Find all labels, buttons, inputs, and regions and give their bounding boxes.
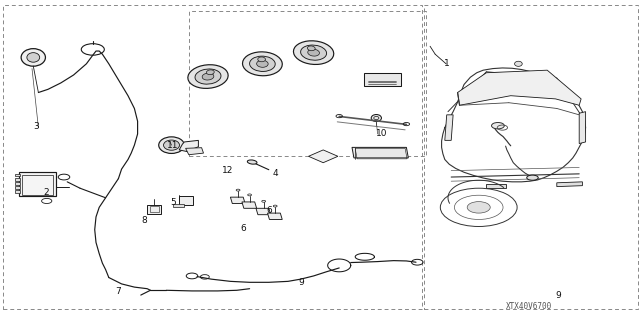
Polygon shape <box>230 197 245 204</box>
Ellipse shape <box>164 140 179 150</box>
Ellipse shape <box>515 61 522 66</box>
Polygon shape <box>268 213 282 219</box>
Ellipse shape <box>257 60 268 67</box>
Bar <box>19 172 56 196</box>
Ellipse shape <box>250 56 275 71</box>
Polygon shape <box>486 184 506 188</box>
Ellipse shape <box>371 115 381 122</box>
Polygon shape <box>579 112 586 144</box>
Bar <box>364 73 401 86</box>
Text: 6: 6 <box>241 224 246 233</box>
Bar <box>15 186 20 189</box>
Polygon shape <box>308 150 338 163</box>
Bar <box>179 196 193 205</box>
Bar <box>3 5 422 309</box>
Text: 4: 4 <box>273 169 278 178</box>
Polygon shape <box>352 147 408 158</box>
Bar <box>22 175 53 195</box>
Bar <box>173 204 184 207</box>
Text: 6: 6 <box>266 206 271 215</box>
Ellipse shape <box>188 65 228 88</box>
Bar <box>15 182 20 185</box>
Ellipse shape <box>207 70 214 75</box>
Polygon shape <box>179 140 198 152</box>
Bar <box>15 174 20 176</box>
Bar <box>189 11 426 156</box>
Text: 2: 2 <box>44 189 49 197</box>
Ellipse shape <box>21 49 45 66</box>
Ellipse shape <box>247 160 257 164</box>
Ellipse shape <box>307 46 315 51</box>
Ellipse shape <box>294 41 333 64</box>
Text: 8: 8 <box>141 216 147 225</box>
Text: XTX40V6700: XTX40V6700 <box>506 302 552 311</box>
Ellipse shape <box>258 57 266 62</box>
Bar <box>150 206 159 212</box>
Text: 3: 3 <box>34 122 39 130</box>
Ellipse shape <box>243 52 282 76</box>
Text: 10: 10 <box>376 130 388 138</box>
Bar <box>147 205 161 214</box>
Ellipse shape <box>492 122 504 129</box>
Ellipse shape <box>27 53 40 62</box>
Bar <box>15 178 20 181</box>
Text: 11: 11 <box>167 141 179 150</box>
Polygon shape <box>458 70 581 105</box>
Polygon shape <box>242 202 257 208</box>
Ellipse shape <box>308 49 319 56</box>
Polygon shape <box>557 182 582 187</box>
Ellipse shape <box>467 202 490 213</box>
Polygon shape <box>186 148 204 155</box>
Text: 9: 9 <box>298 278 303 287</box>
Ellipse shape <box>301 45 326 60</box>
Bar <box>424 5 638 309</box>
Polygon shape <box>445 115 453 140</box>
Text: 7: 7 <box>116 287 121 296</box>
Text: 5: 5 <box>170 198 175 207</box>
Ellipse shape <box>159 137 184 153</box>
Ellipse shape <box>527 175 538 180</box>
Text: 9: 9 <box>556 291 561 300</box>
Polygon shape <box>256 208 271 215</box>
Text: 12: 12 <box>221 166 233 175</box>
Text: 1: 1 <box>444 59 449 68</box>
Ellipse shape <box>202 73 214 80</box>
Ellipse shape <box>195 69 221 84</box>
Bar <box>15 190 20 193</box>
